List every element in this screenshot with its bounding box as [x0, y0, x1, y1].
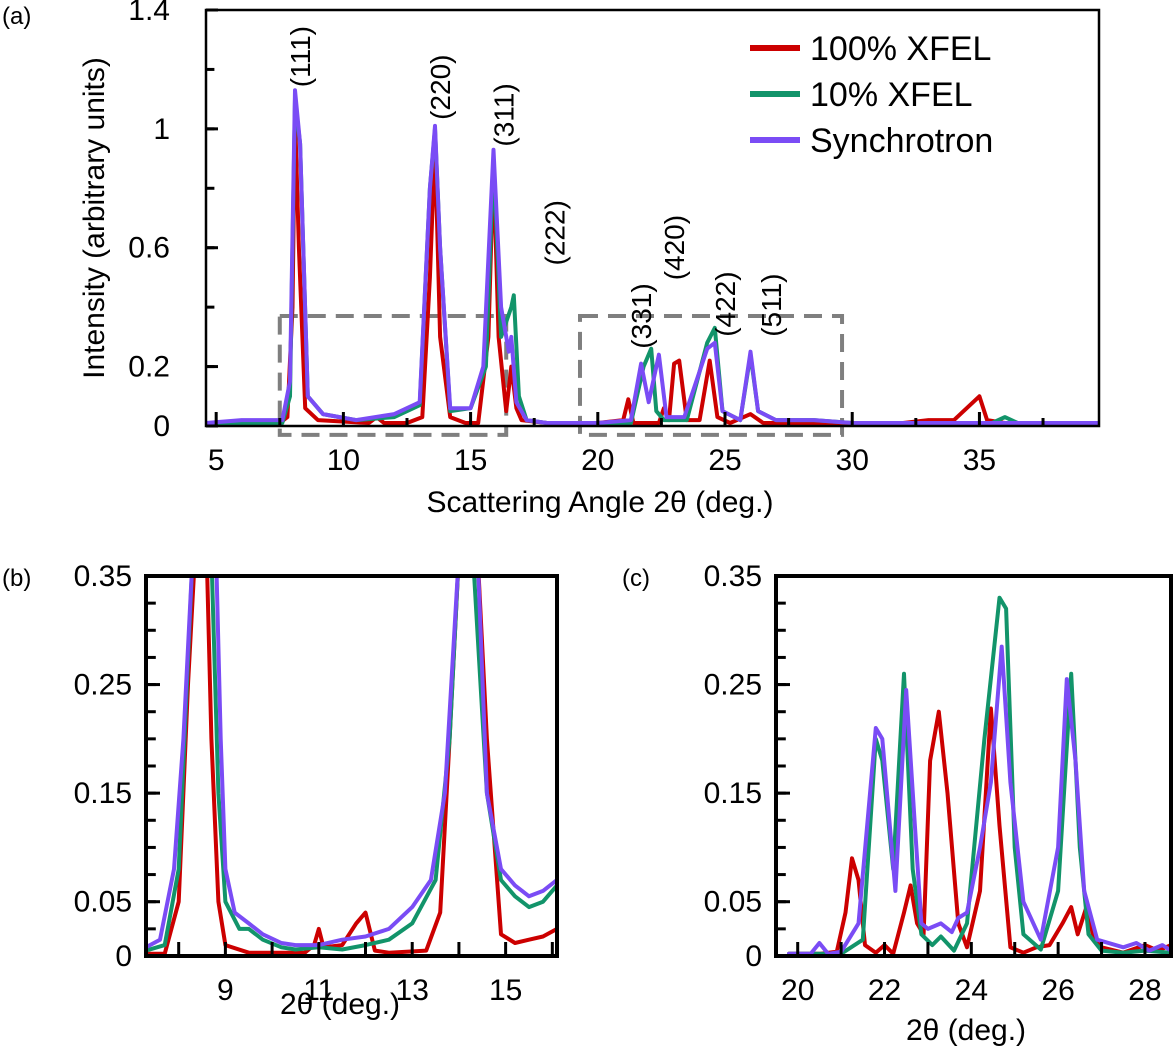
peak-label: (422) [710, 271, 741, 336]
panel-a-y-tick-label: 0.2 [128, 351, 170, 384]
peak-label: (311) [489, 83, 520, 146]
peak-label: (331) [626, 283, 657, 348]
peak-label: (511) [756, 274, 787, 337]
panel-c-x-tick-label: 28 [1128, 974, 1161, 1007]
panel-b-y-tick-label: 0.35 [74, 560, 132, 593]
panel-c-x-axis-title: 2θ (deg.) [906, 1014, 1026, 1047]
panel-b-y-tick-label: 0 [115, 940, 132, 973]
peak-label: (222) [540, 200, 571, 265]
panel-c-y-ticks: 0 0.05 0.15 0.25 0.35 [704, 560, 790, 973]
panel-c-frame [774, 574, 1173, 958]
panel-b-y-tick-label: 0.05 [74, 886, 132, 919]
zoom-boxes [277, 314, 845, 437]
panel-c-x-tick-label: 26 [1041, 974, 1074, 1007]
panel-a-x-tick-label: 5 [208, 444, 225, 477]
panel-b-series-sync [146, 576, 557, 950]
panel-c-y-tick-label: 0.35 [704, 560, 762, 593]
panel-c-y-tick-label: 0.05 [704, 886, 762, 919]
panel-b-x-ticks: 9 11 13 15 [177, 942, 554, 1007]
panel-a-series-sync [206, 88, 1099, 425]
peak-label: (420) [659, 215, 690, 280]
panel-b-x-tick-label: 13 [396, 974, 429, 1007]
legend: 100% XFEL 10% XFEL Synchrotron [750, 30, 993, 160]
panel-b-series [146, 576, 557, 956]
panel-b-y-tick-label: 0.25 [74, 669, 132, 702]
panel-c-x-tick-label: 24 [955, 974, 988, 1007]
panel-b-series-xfel100 [146, 576, 557, 956]
panel-a-x-tick-label: 30 [836, 444, 869, 477]
panel-b-x-tick-label: 15 [489, 974, 522, 1007]
panel-a-y-tick-label: 1 [153, 113, 170, 146]
panel-a-y-tick-label: 1.4 [128, 0, 170, 27]
panel-a-x-tick-label: 15 [454, 444, 487, 477]
panel-c-label: (c) [622, 565, 650, 592]
panel-c: (c) 0 0.05 0.15 0.25 0.35 20 22 24 26 28 2θ (deg… [622, 560, 1173, 1047]
legend-label-xfel10: 10% XFEL [810, 76, 973, 114]
panel-c-x-ticks: 20 22 24 26 28 [781, 942, 1162, 1007]
panel-b-x-tick-label: 11 [303, 974, 334, 1007]
panel-a-x-tick-label: 25 [708, 444, 741, 477]
panel-a: (a) 0 0.2 0.6 1 1.4 5 10 15 20 25 30 35 (111) (220)… [2, 0, 1101, 519]
panel-b-x-tick-label: 9 [217, 974, 234, 1007]
panel-a-x-tick-label: 20 [581, 444, 614, 477]
panel-c-x-tick-label: 20 [781, 974, 814, 1007]
panel-a-y-axis-title: Intensity (arbitrary units) [78, 57, 111, 379]
panel-a-x-axis-title: Scattering Angle 2θ (deg.) [427, 486, 774, 519]
panel-b: (b) 0 0.05 0.15 0.25 0.35 9 11 13 15 2θ (deg.) [2, 560, 559, 1021]
legend-label-sync: Synchrotron [810, 122, 993, 160]
panel-a-x-tick-label: 10 [327, 444, 360, 477]
legend-label-xfel100: 100% XFEL [810, 30, 991, 68]
zoom-box-1 [277, 314, 509, 437]
panel-a-frame [204, 8, 1101, 428]
panel-a-x-ticks: 5 10 15 20 25 30 35 [208, 412, 1045, 477]
panel-a-y-tick-label: 0.6 [128, 232, 170, 265]
panel-a-x-tick-label: 35 [963, 444, 996, 477]
peak-labels: (111) (220) (311) (222) (331)(420) (422) (511) [285, 26, 787, 349]
panel-b-y-tick-label: 0.15 [74, 777, 132, 810]
panel-c-y-tick-label: 0.25 [704, 669, 762, 702]
panel-c-x-tick-label: 22 [868, 974, 901, 1007]
panel-c-series [787, 595, 1171, 956]
peak-label: (111) [285, 26, 316, 87]
panel-a-y-tick-label: 0 [153, 410, 170, 443]
panel-a-label: (a) [2, 3, 31, 30]
panel-c-y-tick-label: 0.15 [704, 777, 762, 810]
panel-b-label: (b) [2, 565, 31, 592]
panel-b-x-axis-title: 2θ (deg.) [280, 988, 400, 1021]
panel-a-y-ticks: 0 0.2 0.6 1 1.4 [128, 0, 218, 443]
panel-c-series-sync [787, 644, 1171, 956]
panel-c-series-xfel100 [787, 706, 1171, 956]
zoom-box-2 [577, 314, 845, 437]
panel-b-y-ticks: 0 0.05 0.15 0.25 0.35 [74, 560, 160, 973]
peak-label: (220) [425, 55, 456, 120]
panel-c-y-tick-label: 0 [745, 940, 762, 973]
